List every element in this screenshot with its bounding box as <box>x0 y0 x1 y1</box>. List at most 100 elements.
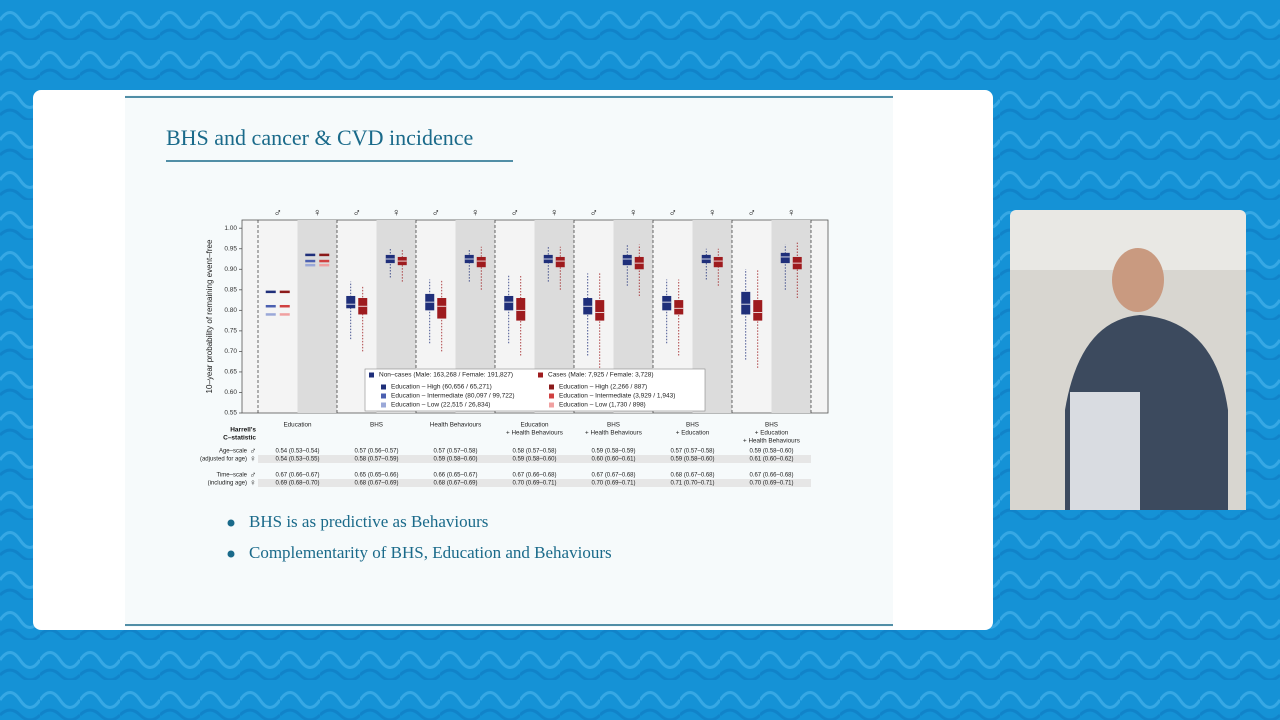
panel-label: + Education <box>755 430 789 437</box>
c-statistic: 0.58 (0.57–0.59) <box>354 457 398 463</box>
box <box>674 300 684 315</box>
table-title: C–statistic <box>223 435 256 442</box>
y-tick-label: 0.75 <box>224 328 237 335</box>
legend-swatch <box>549 384 554 390</box>
sex-symbol: ♀ <box>550 207 558 219</box>
y-tick-label: 0.90 <box>224 266 237 273</box>
panel-label: BHS <box>607 422 620 429</box>
row-label: (adjusted for age) <box>200 457 247 463</box>
sex-symbol: ♀ <box>471 207 479 219</box>
figure: 0.55 0.60 0.65 0.70 0.75 0.80 0.85 0.90 0.95 1.00… <box>200 207 829 487</box>
box <box>753 300 763 321</box>
y-tick-label: 1.00 <box>224 225 237 232</box>
box <box>595 300 605 321</box>
y-tick-label: 0.80 <box>224 307 237 314</box>
panel-label: + Health Behaviours <box>743 438 800 445</box>
sex-symbol: ♀ <box>313 207 321 219</box>
lectern <box>1070 392 1140 510</box>
row-label: Age–scale <box>219 449 248 455</box>
c-statistic: 0.54 (0.53–0.55) <box>275 457 319 463</box>
c-statistic: 0.57 (0.56–0.57) <box>354 449 398 455</box>
c-statistic: 0.70 (0.69–0.71) <box>512 481 556 487</box>
sex-symbol: ♂ <box>274 207 282 219</box>
y-tick-label: 0.55 <box>224 410 237 417</box>
sex-symbol: ♂ <box>353 207 361 219</box>
y-tick-label: 0.70 <box>224 348 237 355</box>
sex-symbol: ♀ <box>629 207 637 219</box>
panel-label: BHS <box>765 422 778 429</box>
box <box>741 291 751 315</box>
box <box>780 252 790 264</box>
c-statistic: 0.60 (0.60–0.61) <box>591 457 635 463</box>
legend-label: Education – Low (22,515 / 26,834) <box>391 402 490 409</box>
c-statistic: 0.68 (0.67–0.68) <box>670 473 714 479</box>
legend-swatch <box>549 402 554 408</box>
c-statistic: 0.61 (0.60–0.62) <box>749 457 793 463</box>
panel-label: Health Behaviours <box>430 422 481 429</box>
row-label: Time–scale <box>217 473 248 479</box>
box <box>713 256 723 268</box>
y-tick-label: 0.60 <box>224 389 237 396</box>
y-tick-label: 0.85 <box>224 287 237 294</box>
c-statistic: 0.70 (0.69–0.71) <box>749 481 793 487</box>
panel-label: BHS <box>686 422 699 429</box>
y-axis-label: 10–year probability of remaining event–f… <box>205 239 214 393</box>
c-statistic: 0.59 (0.58–0.60) <box>433 457 477 463</box>
sex-symbol: ♂ <box>590 207 598 219</box>
c-statistic: 0.68 (0.67–0.69) <box>433 481 477 487</box>
box <box>346 295 356 309</box>
box <box>662 295 672 311</box>
table-band <box>258 479 811 487</box>
sex-symbol: ♂ <box>669 207 677 219</box>
c-statistic: 0.71 (0.70–0.71) <box>670 481 714 487</box>
c-statistic: 0.59 (0.58–0.60) <box>512 457 556 463</box>
box <box>504 295 514 311</box>
box <box>622 254 632 266</box>
slide-title: BHS and cancer & CVD incidence <box>166 125 473 150</box>
panel-label: + Education <box>676 430 710 437</box>
table-band <box>258 455 811 463</box>
c-statistic: 0.57 (0.57–0.58) <box>433 449 477 455</box>
legend-label: Education – High (60,656 / 65,271) <box>391 384 492 391</box>
c-statistic: 0.67 (0.66–0.68) <box>512 473 556 479</box>
c-statistic: 0.54 (0.53–0.54) <box>275 449 319 455</box>
panel-label: + Health Behaviours <box>585 430 642 437</box>
table-title: Harrell's <box>230 427 256 434</box>
c-statistic: 0.65 (0.65–0.66) <box>354 473 398 479</box>
c-statistic: 0.59 (0.58–0.60) <box>670 457 714 463</box>
legend-swatch <box>549 393 554 399</box>
legend-label: Education – Low (1,730 / 898) <box>559 402 646 409</box>
sex-symbol: ♂ <box>748 207 756 219</box>
c-statistic: 0.67 (0.67–0.68) <box>591 473 635 479</box>
bullet-dot <box>227 550 235 558</box>
c-statistic: 0.57 (0.57–0.58) <box>670 449 714 455</box>
sex-symbol: ♂ <box>511 207 519 219</box>
c-statistic: 0.67 (0.66–0.67) <box>275 473 319 479</box>
legend-label: Cases (Male: 7,925 / Female: 3,728) <box>548 372 654 379</box>
legend-swatch <box>381 393 386 399</box>
sex-symbol: ♀ <box>708 207 716 219</box>
bullet-text: Complementarity of BHS, Education and Be… <box>249 543 612 562</box>
female-shade <box>297 220 337 413</box>
box <box>516 298 526 321</box>
speaker-head <box>1112 248 1164 312</box>
box <box>437 298 447 319</box>
y-tick-label: 0.65 <box>224 369 237 376</box>
legend-label: Education – Intermediate (80,097 / 99,72… <box>391 393 515 400</box>
legend-swatch <box>538 372 543 378</box>
speaker-video <box>1010 210 1246 510</box>
sex-symbol: ♀ <box>787 207 795 219</box>
panel-label: Education <box>520 422 549 429</box>
box <box>555 256 565 268</box>
panel-label: Education <box>283 422 312 429</box>
panel-label: BHS <box>370 422 383 429</box>
row-sex-symbol: ♀ <box>250 477 257 487</box>
c-statistic: 0.69 (0.68–0.70) <box>275 481 319 487</box>
c-statistic: 0.67 (0.66–0.68) <box>749 473 793 479</box>
bullet-dot <box>227 519 235 527</box>
sex-symbol: ♀ <box>392 207 400 219</box>
y-tick-label: 0.95 <box>224 245 237 252</box>
legend-swatch <box>381 384 386 390</box>
